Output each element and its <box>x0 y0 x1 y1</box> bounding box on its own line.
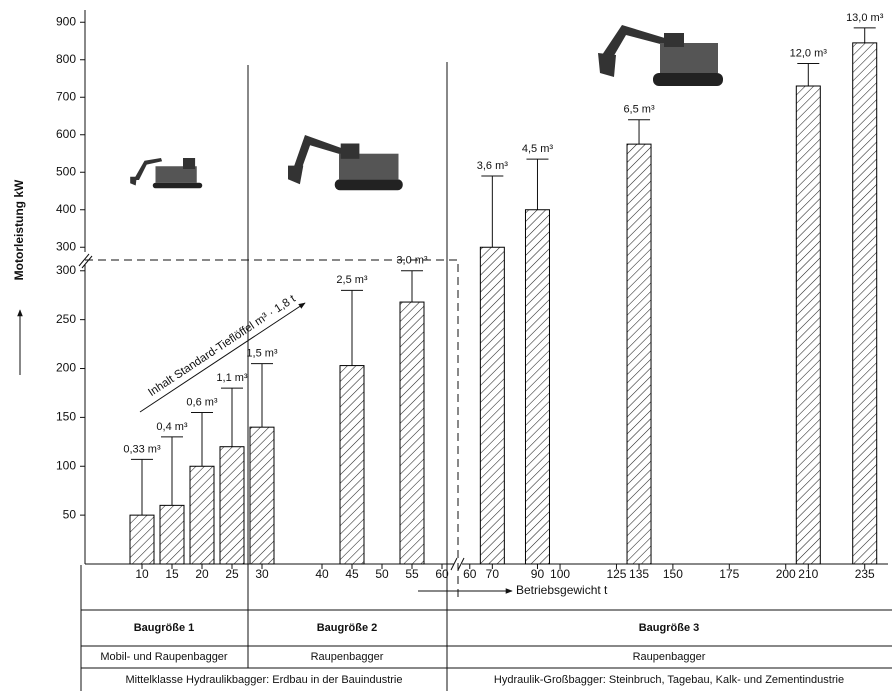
bar <box>339 365 365 565</box>
bar <box>399 301 425 565</box>
table-cell: Hydraulik-Großbagger: Steinbruch, Tageba… <box>494 674 844 686</box>
table-cell: Baugröße 3 <box>639 622 700 634</box>
y-tick-label: 100 <box>56 458 76 472</box>
bucket-label: 4,5 m³ <box>522 143 554 155</box>
bar <box>795 85 821 565</box>
table-cell: Mittelklasse Hydraulikbagger: Erdbau in … <box>126 674 403 686</box>
x-tick-label: 150 <box>663 567 683 581</box>
axis-break <box>78 253 93 269</box>
x-tick-label: 55 <box>405 567 419 581</box>
bar <box>852 42 878 565</box>
bucket-label: 2,5 m³ <box>336 274 368 286</box>
x-tick-label: 210 <box>798 567 818 581</box>
bar <box>129 514 155 565</box>
bar <box>249 426 275 565</box>
x-tick-label: 20 <box>195 567 209 581</box>
x-tick-label: 90 <box>531 567 545 581</box>
reference-line <box>85 259 459 600</box>
bucket-label: 1,5 m³ <box>246 348 278 360</box>
excavator-icon <box>130 158 203 189</box>
bucket-label: 1,1 m³ <box>216 372 248 384</box>
y-tick-label: 300 <box>56 239 76 253</box>
y-axis-title: Motorleistung kW <box>12 179 26 280</box>
x-tick-label: 60 <box>463 567 477 581</box>
y-tick-label: 250 <box>56 312 76 326</box>
bucket-label: 0,33 m³ <box>123 443 161 455</box>
table-cell: Baugröße 1 <box>134 622 195 634</box>
annotation-arrow <box>139 302 306 413</box>
x-tick-label: 15 <box>165 567 179 581</box>
y-tick-label: 600 <box>56 127 76 141</box>
table: Baugröße 1 Baugröße 2 Baugröße 3 Mobil- … <box>81 609 892 686</box>
x-tick-label: 40 <box>315 567 329 581</box>
x-tick-label: 50 <box>375 567 389 581</box>
y-tick-label: 500 <box>56 164 76 178</box>
y-tick-label: 700 <box>56 89 76 103</box>
table-cell: Baugröße 2 <box>317 622 378 634</box>
table-cell: Raupenbagger <box>311 651 384 663</box>
bar <box>219 446 245 565</box>
axis-break <box>450 557 465 571</box>
x-tick-label: 70 <box>486 567 500 581</box>
y-tick-label: 150 <box>56 410 76 424</box>
y-tick-label: 50 <box>63 507 77 521</box>
x-axis-title: Betriebsgewicht t <box>516 583 608 597</box>
x-tick-label: 175 <box>719 567 739 581</box>
bar <box>524 209 550 565</box>
x-tick-label: 125 <box>606 567 626 581</box>
x-tick-label: 200 <box>776 567 796 581</box>
table-cell: Raupenbagger <box>633 651 706 663</box>
y-tick-label: 800 <box>56 52 76 66</box>
bucket-label: 6,5 m³ <box>623 104 655 116</box>
x-tick-label: 25 <box>225 567 239 581</box>
y-tick-label: 300 <box>56 263 76 277</box>
bucket-label: 12,0 m³ <box>790 47 828 59</box>
excavator-icon <box>288 135 403 191</box>
bucket-label: 0,4 m³ <box>156 421 188 433</box>
x-tick-label: 60 <box>435 567 449 581</box>
bucket-label: 3,0 m³ <box>396 255 428 267</box>
y-tick-label: 400 <box>56 202 76 216</box>
bucket-label: 0,6 m³ <box>186 396 218 408</box>
x-tick-label: 10 <box>135 567 149 581</box>
x-tick-label: 45 <box>345 567 359 581</box>
bucket-label: 3,6 m³ <box>477 160 509 172</box>
bar <box>189 465 215 565</box>
bar <box>479 246 505 565</box>
bucket-label: 13,0 m³ <box>846 12 884 24</box>
excavator-icon <box>598 25 723 86</box>
x-tick-label: 135 <box>629 567 649 581</box>
x-tick-label: 235 <box>855 567 875 581</box>
bar <box>626 143 652 565</box>
y-tick-label: 900 <box>56 14 76 28</box>
x-tick-label: 100 <box>550 567 570 581</box>
table-cell: Mobil- und Raupenbagger <box>100 651 228 663</box>
bar <box>159 504 185 565</box>
x-tick-label: 30 <box>255 567 269 581</box>
y-tick-label: 200 <box>56 361 76 375</box>
